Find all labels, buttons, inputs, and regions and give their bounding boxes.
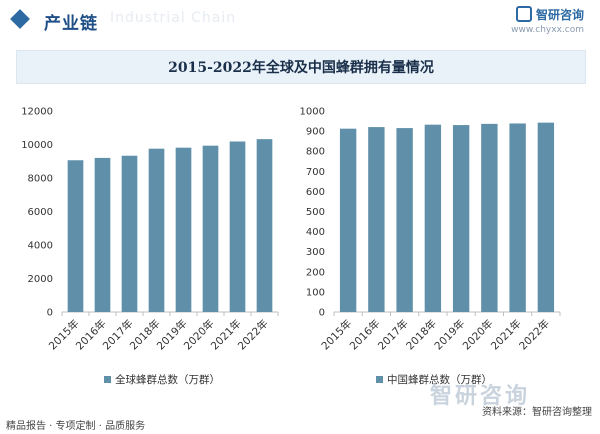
y-tick-label: 1000 [300, 107, 325, 118]
bar [121, 155, 138, 312]
header-watermark: Industrial Chain [110, 10, 237, 26]
legend-label: 全球蜂群总数（万群） [115, 373, 220, 386]
y-tick-label: 0 [319, 308, 325, 319]
bar [368, 127, 385, 312]
bar [481, 123, 498, 312]
y-tick-label: 900 [306, 127, 325, 138]
bar [175, 147, 192, 312]
y-tick-label: 100 [306, 287, 325, 298]
x-tick-label: 2017年 [375, 317, 411, 353]
y-tick-label: 500 [306, 207, 325, 218]
bar [94, 157, 111, 312]
bar [148, 148, 165, 312]
source-note: 资料来源：智研咨询整理 [482, 407, 592, 418]
x-tick-label: 2021年 [488, 317, 524, 353]
china-bee-colonies-chart: 010020030040050060070080090010002015年201… [300, 107, 561, 386]
footer-tagline: 精品报告 · 专项定制 · 品质服务 [6, 421, 146, 432]
bar [67, 160, 84, 312]
brand-url: www.chyxx.com [511, 25, 584, 35]
legend-swatch [376, 376, 383, 383]
brand-name: 智研咨询 [511, 6, 584, 23]
chart-title-box: 2015-2022年全球及中国蜂群拥有量情况 [16, 50, 586, 84]
y-tick-label: 600 [306, 187, 325, 198]
bar [229, 141, 246, 312]
bar [256, 139, 273, 312]
x-tick-label: 2020年 [460, 317, 496, 353]
bar [452, 125, 470, 312]
brand-logo-icon [515, 6, 532, 22]
bar [509, 123, 526, 312]
y-tick-label: 12000 [21, 107, 53, 118]
y-tick-label: 800 [306, 147, 325, 158]
brand-name-text: 智研咨询 [535, 8, 584, 22]
y-tick-label: 6000 [28, 207, 53, 218]
x-tick-label: 2015年 [319, 317, 355, 353]
x-tick-label: 2022年 [235, 317, 271, 353]
section-title: 产业链 [44, 14, 98, 34]
y-tick-label: 300 [306, 247, 325, 258]
x-tick-label: 2018年 [403, 317, 439, 353]
y-tick-label: 4000 [28, 241, 53, 252]
bar [339, 128, 357, 312]
bar [396, 128, 413, 312]
bar [424, 124, 442, 312]
y-tick-label: 0 [47, 308, 53, 319]
chart-title: 2015-2022年全球及中国蜂群拥有量情况 [168, 60, 434, 76]
x-tick-label: 2016年 [347, 317, 383, 353]
y-tick-label: 2000 [28, 274, 53, 285]
legend-label: 中国蜂群总数（万群） [387, 373, 492, 386]
y-tick-label: 10000 [21, 140, 53, 151]
x-tick-label: 2022年 [516, 317, 552, 353]
footer-watermark: 智研咨询 [430, 384, 531, 409]
brand-block: 智研咨询 www.chyxx.com [511, 6, 584, 35]
x-tick-label: 2019年 [432, 317, 468, 353]
global-bee-colonies-chart: 0200040006000800010000120002015年2016年201… [21, 107, 279, 386]
y-tick-label: 8000 [28, 174, 53, 185]
legend-swatch [104, 376, 111, 383]
page-header: 产业链 Industrial Chain 智研咨询 www.chyxx.com [0, 0, 600, 40]
y-tick-label: 400 [306, 227, 325, 238]
y-tick-label: 700 [306, 167, 325, 178]
bar [537, 122, 555, 313]
y-tick-label: 200 [306, 267, 325, 278]
bar [202, 145, 219, 312]
